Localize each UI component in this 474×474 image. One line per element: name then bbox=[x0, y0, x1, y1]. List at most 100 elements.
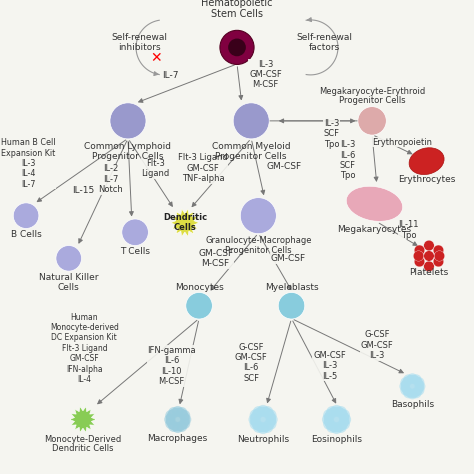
Circle shape bbox=[433, 245, 444, 255]
Text: IL-15: IL-15 bbox=[72, 186, 94, 195]
Text: IL-2
IL-7
Notch: IL-2 IL-7 Notch bbox=[99, 164, 123, 194]
Circle shape bbox=[240, 198, 276, 234]
Text: Megakaryocyte-Erythroid
Progenitor Cells: Megakaryocyte-Erythroid Progenitor Cells bbox=[319, 87, 425, 105]
Circle shape bbox=[403, 388, 414, 398]
Circle shape bbox=[335, 421, 347, 433]
Text: Granulocyte-Macrophage
Progenitor Cells: Granulocyte-Macrophage Progenitor Cells bbox=[205, 236, 311, 255]
Circle shape bbox=[326, 406, 338, 418]
Circle shape bbox=[176, 407, 187, 418]
Circle shape bbox=[399, 381, 410, 392]
Ellipse shape bbox=[409, 148, 444, 174]
Text: Natural Killer
Cells: Natural Killer Cells bbox=[39, 273, 99, 292]
Circle shape bbox=[250, 418, 262, 430]
Text: Eosinophils: Eosinophils bbox=[311, 435, 362, 444]
Circle shape bbox=[266, 413, 278, 426]
Circle shape bbox=[168, 421, 179, 432]
Circle shape bbox=[165, 410, 176, 421]
Text: Self-renewal
factors: Self-renewal factors bbox=[297, 33, 353, 52]
Circle shape bbox=[407, 374, 418, 384]
Circle shape bbox=[264, 418, 276, 430]
Text: Basophils: Basophils bbox=[391, 400, 434, 409]
Circle shape bbox=[338, 418, 350, 430]
Circle shape bbox=[186, 292, 212, 319]
Circle shape bbox=[122, 219, 148, 246]
Ellipse shape bbox=[346, 186, 402, 221]
Circle shape bbox=[262, 406, 273, 418]
Text: ✕: ✕ bbox=[151, 51, 162, 65]
Text: Platelets: Platelets bbox=[410, 268, 448, 277]
Circle shape bbox=[278, 292, 305, 319]
Text: GM-CSF
M-CSF: GM-CSF M-CSF bbox=[198, 249, 233, 268]
Circle shape bbox=[264, 409, 276, 421]
Circle shape bbox=[165, 407, 190, 432]
Circle shape bbox=[323, 409, 335, 421]
Text: Flt-3
Ligand: Flt-3 Ligand bbox=[141, 159, 170, 178]
Polygon shape bbox=[171, 209, 199, 237]
Circle shape bbox=[424, 251, 434, 261]
Circle shape bbox=[172, 422, 183, 433]
Circle shape bbox=[250, 409, 262, 421]
Circle shape bbox=[257, 405, 269, 417]
Text: Dendritic
Cells: Dendritic Cells bbox=[163, 213, 207, 232]
Circle shape bbox=[179, 418, 190, 429]
Circle shape bbox=[322, 413, 334, 426]
Circle shape bbox=[250, 406, 276, 433]
Text: IL-7: IL-7 bbox=[163, 72, 179, 80]
Circle shape bbox=[164, 414, 175, 425]
Text: Human
Monocyte-derived
DC Expansion Kit
Flt-3 Ligand
GM-CSF
IFN-alpha
IL-4: Human Monocyte-derived DC Expansion Kit … bbox=[50, 313, 119, 384]
Text: Flt-3 Ligand
GM-CSF
TNF-alpha: Flt-3 Ligand GM-CSF TNF-alpha bbox=[178, 154, 228, 183]
Circle shape bbox=[262, 421, 273, 433]
Circle shape bbox=[414, 256, 425, 267]
Circle shape bbox=[411, 374, 421, 385]
Circle shape bbox=[228, 38, 246, 56]
Circle shape bbox=[323, 418, 335, 430]
Text: IL-11
Tpo: IL-11 Tpo bbox=[398, 220, 419, 239]
Text: Hematopoietic
Stem Cells: Hematopoietic Stem Cells bbox=[201, 0, 273, 19]
Circle shape bbox=[323, 406, 350, 433]
Text: G-CSF
GM-CSF
IL-6
SCF: G-CSF GM-CSF IL-6 SCF bbox=[235, 343, 268, 383]
Circle shape bbox=[330, 405, 343, 417]
Circle shape bbox=[433, 256, 444, 267]
Circle shape bbox=[110, 103, 146, 139]
Text: Macrophages: Macrophages bbox=[147, 434, 208, 443]
Circle shape bbox=[179, 410, 190, 421]
Text: IL-3
GM-CSF
M-CSF: IL-3 GM-CSF M-CSF bbox=[249, 60, 282, 89]
Text: Common Lymphoid
Progenitor Cells: Common Lymphoid Progenitor Cells bbox=[84, 142, 172, 161]
Circle shape bbox=[257, 422, 269, 434]
Text: B Cells: B Cells bbox=[11, 230, 41, 239]
Text: Erythropoietin: Erythropoietin bbox=[372, 138, 432, 146]
Circle shape bbox=[233, 103, 269, 139]
Text: GM-CSF: GM-CSF bbox=[271, 254, 306, 263]
Circle shape bbox=[424, 261, 434, 272]
Circle shape bbox=[339, 413, 351, 426]
Circle shape bbox=[415, 381, 425, 392]
Circle shape bbox=[414, 377, 424, 388]
Circle shape bbox=[165, 418, 176, 429]
Circle shape bbox=[413, 251, 424, 261]
Text: G-CSF
GM-CSF
IL-3: G-CSF GM-CSF IL-3 bbox=[360, 330, 393, 360]
Circle shape bbox=[414, 385, 424, 395]
Circle shape bbox=[253, 421, 264, 433]
Circle shape bbox=[358, 107, 386, 135]
Text: IL-3
IL-6
SCF
Tpo: IL-3 IL-6 SCF Tpo bbox=[340, 140, 356, 180]
Circle shape bbox=[168, 407, 179, 418]
Circle shape bbox=[176, 421, 187, 432]
Circle shape bbox=[13, 203, 39, 228]
Circle shape bbox=[403, 374, 414, 385]
Circle shape bbox=[414, 245, 425, 255]
Text: Self-renewal
inhibitors: Self-renewal inhibitors bbox=[112, 33, 168, 52]
Circle shape bbox=[401, 374, 424, 398]
Text: Monocytes: Monocytes bbox=[175, 283, 223, 292]
Text: Monocyte-Derived
Dendritic Cells: Monocyte-Derived Dendritic Cells bbox=[45, 435, 121, 453]
Circle shape bbox=[172, 406, 183, 417]
Circle shape bbox=[411, 388, 421, 398]
Circle shape bbox=[56, 246, 82, 271]
Circle shape bbox=[248, 413, 260, 426]
Circle shape bbox=[407, 389, 418, 399]
Circle shape bbox=[401, 377, 411, 388]
Text: Common Myeloid
Progenitor Cells: Common Myeloid Progenitor Cells bbox=[212, 142, 291, 161]
Circle shape bbox=[424, 240, 434, 251]
Text: T Cells: T Cells bbox=[120, 247, 150, 256]
Circle shape bbox=[434, 251, 445, 261]
Circle shape bbox=[401, 385, 411, 395]
